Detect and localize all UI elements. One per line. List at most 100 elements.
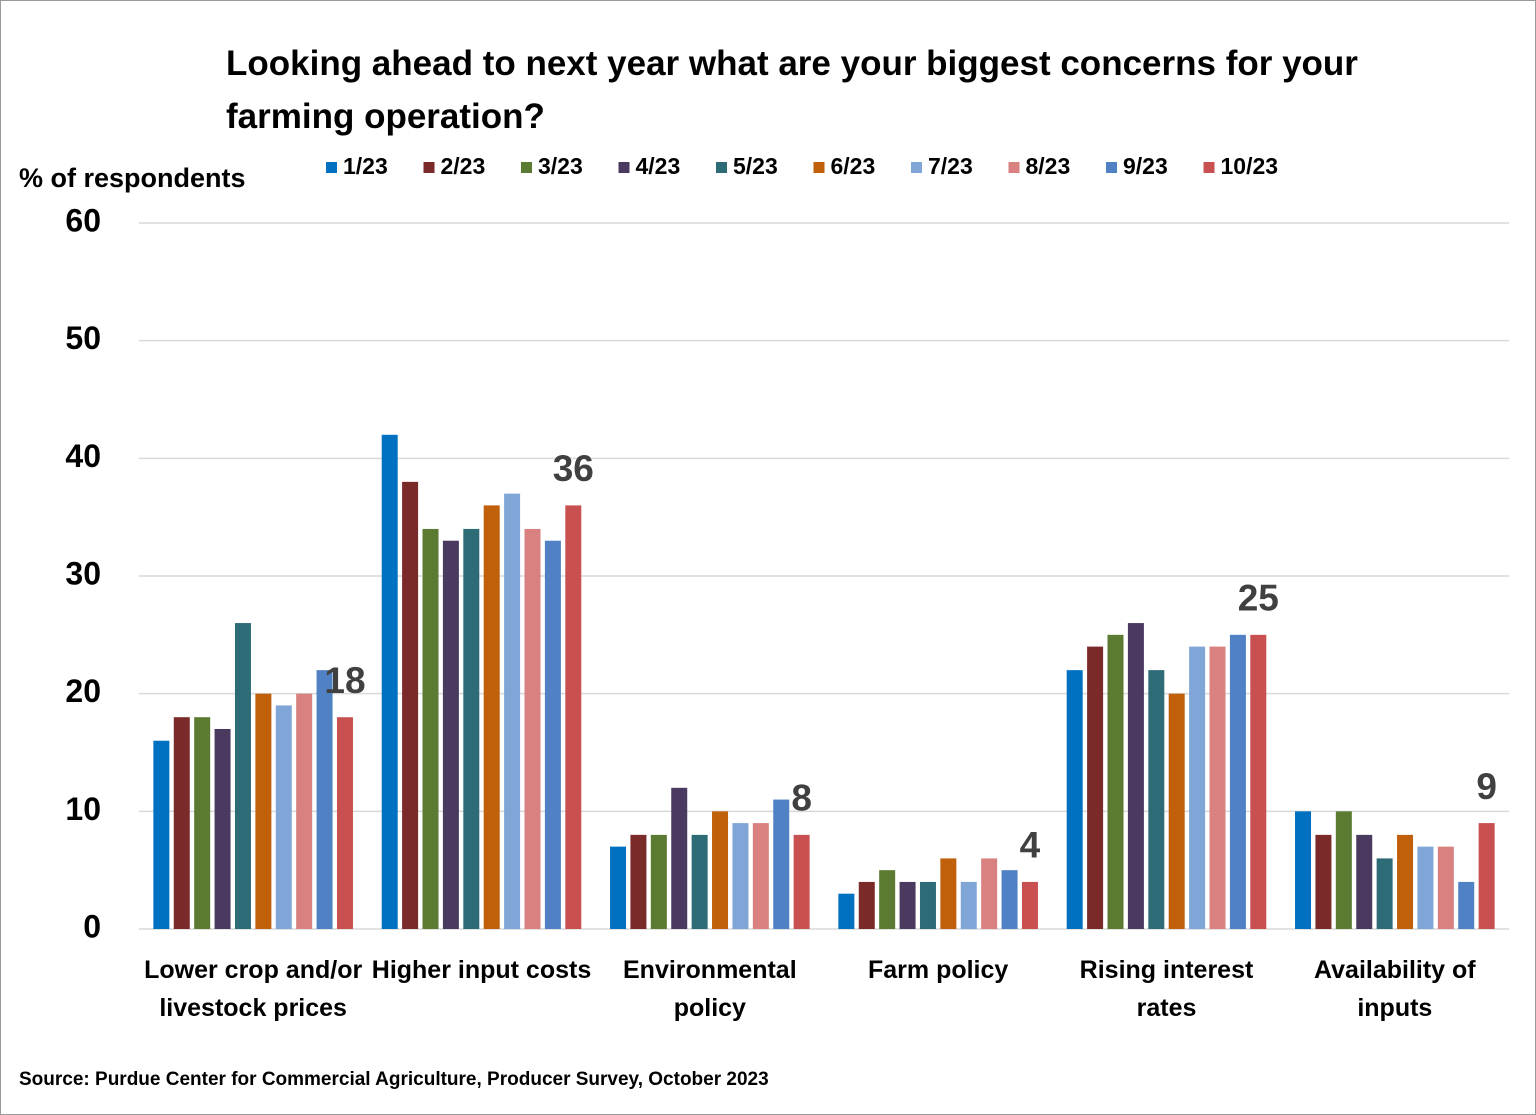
x-tick-label: Availability of inputs <box>1314 956 1476 1022</box>
legend-swatch <box>618 162 630 173</box>
data-label: 36 <box>553 448 594 489</box>
bar <box>650 834 667 929</box>
chart-title: Looking ahead to next year what are your… <box>226 44 1358 136</box>
bar <box>691 834 708 929</box>
x-tick-label: Lower crop and/or livestock prices <box>144 956 363 1022</box>
bar <box>773 799 790 929</box>
bar <box>940 858 957 929</box>
data-label: 25 <box>1238 578 1279 619</box>
legend-swatch <box>716 162 727 173</box>
bar <box>1478 823 1495 929</box>
bar <box>544 540 561 929</box>
bar <box>1189 646 1206 929</box>
bar <box>960 881 977 929</box>
bar <box>630 834 647 929</box>
bar <box>483 505 500 929</box>
bar <box>1376 858 1393 929</box>
bar <box>234 623 251 929</box>
bar <box>1315 834 1332 929</box>
bar <box>732 823 749 929</box>
legend-swatch <box>1008 162 1020 173</box>
x-tick-label: Higher input costs <box>371 956 592 984</box>
bar <box>381 434 398 929</box>
bar <box>316 670 333 929</box>
legend-swatch <box>911 162 922 173</box>
y-tick-label: 50 <box>65 320 101 356</box>
bar <box>565 505 582 929</box>
y-tick-label: 40 <box>65 438 101 474</box>
bar <box>402 481 419 929</box>
legend-swatch <box>423 162 435 173</box>
legend-swatch <box>1203 162 1215 173</box>
bar <box>899 881 916 929</box>
bar <box>255 693 272 929</box>
bar <box>1335 811 1352 929</box>
legend-swatch <box>521 162 532 173</box>
legend-swatch <box>1106 162 1117 173</box>
legend-label: 6/23 <box>831 153 876 179</box>
bar <box>153 740 170 929</box>
bar <box>463 528 480 929</box>
bar <box>296 693 313 929</box>
legend-label: 9/23 <box>1123 153 1168 179</box>
bar <box>1021 881 1038 929</box>
bar <box>1127 623 1144 929</box>
bar <box>1087 646 1104 929</box>
bar <box>336 717 353 929</box>
bar <box>1397 834 1414 929</box>
data-label: 8 <box>791 778 812 819</box>
legend-label: 3/23 <box>538 153 583 179</box>
bar <box>879 870 896 929</box>
bar <box>1066 670 1083 929</box>
x-tick-label: Environmental policy <box>623 956 797 1022</box>
bar <box>1437 846 1454 929</box>
data-label: 9 <box>1476 766 1497 807</box>
bar <box>919 881 936 929</box>
y-tick-label: 30 <box>65 555 101 591</box>
bar <box>793 834 810 929</box>
bar <box>1356 834 1373 929</box>
x-tick-label: Farm policy <box>867 956 1009 984</box>
source-note: Source: Purdue Center for Commercial Agr… <box>19 1069 769 1090</box>
legend-label: 5/23 <box>733 153 778 179</box>
legend-swatch <box>326 162 337 173</box>
legend-label: 8/23 <box>1026 153 1071 179</box>
bar <box>173 717 190 929</box>
bar <box>1209 646 1226 929</box>
bar <box>838 893 855 929</box>
legend-label: 7/23 <box>928 153 973 179</box>
bar <box>858 881 875 929</box>
bar <box>1148 670 1165 929</box>
data-label: 18 <box>324 660 365 701</box>
legend-label: 1/23 <box>343 153 388 179</box>
bar <box>524 528 541 929</box>
y-axis-label: % of respondents <box>19 163 246 193</box>
bar <box>981 858 998 929</box>
bar <box>752 823 769 929</box>
legend-label: 4/23 <box>636 153 681 179</box>
y-tick-label: 60 <box>65 202 101 238</box>
bar <box>1250 634 1267 929</box>
bar <box>1001 870 1018 929</box>
bar <box>422 528 439 929</box>
bar <box>1107 634 1124 929</box>
y-tick-label: 20 <box>65 673 101 709</box>
bar <box>275 705 292 929</box>
bar <box>442 540 459 929</box>
bar <box>504 493 521 929</box>
bar <box>610 846 627 929</box>
bar <box>712 811 729 929</box>
bar <box>671 787 688 929</box>
bar <box>214 728 231 929</box>
legend-swatch <box>813 162 825 173</box>
bar <box>1458 881 1475 929</box>
bar <box>194 717 211 929</box>
data-label: 4 <box>1020 825 1041 866</box>
bar <box>1168 693 1185 929</box>
x-tick-label: Rising interest rates <box>1079 956 1254 1022</box>
legend-label: 2/23 <box>441 153 486 179</box>
bar <box>1295 811 1312 929</box>
y-tick-label: 10 <box>65 791 101 827</box>
bar <box>1417 846 1434 929</box>
